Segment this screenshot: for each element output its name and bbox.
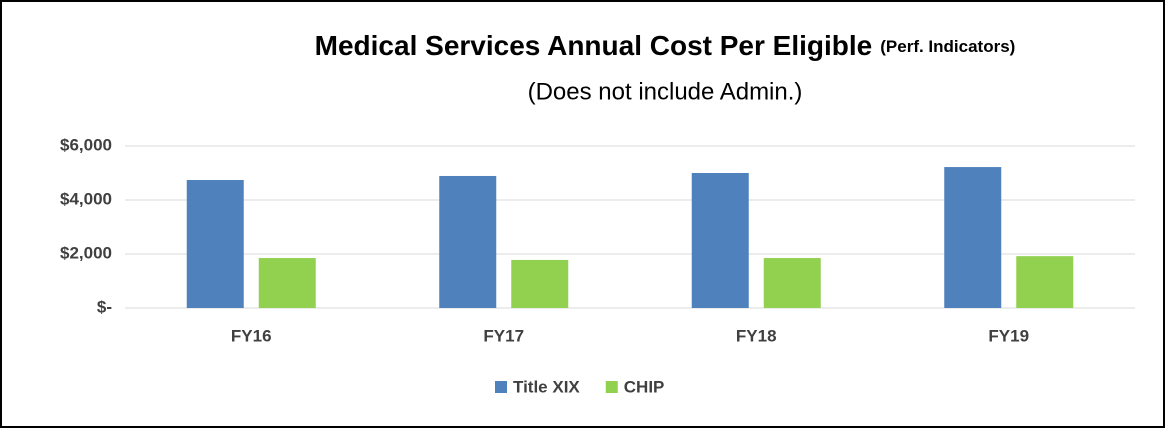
x-tick-label: FY18 [736, 326, 777, 345]
x-tick-label: FY17 [483, 326, 524, 345]
bar [763, 258, 821, 308]
legend-swatch [495, 381, 507, 393]
legend-label: CHIP [624, 377, 665, 396]
bar [439, 175, 497, 308]
y-tick-label: $6,000 [60, 135, 112, 154]
bar [186, 180, 244, 308]
y-tick-label: $4,000 [60, 189, 112, 208]
x-tick-label: FY19 [988, 326, 1029, 345]
bar [258, 258, 316, 308]
legend-label: Title XIX [513, 377, 580, 396]
legend-swatch [605, 381, 618, 393]
chart-title-note: (Perf. Indicators) [880, 37, 1015, 56]
bar [511, 259, 569, 308]
chart-title-line: Medical Services Annual Cost Per Eligibl… [315, 30, 1016, 61]
x-tick-label: FY16 [231, 326, 272, 345]
chart-title: Medical Services Annual Cost Per Eligibl… [315, 30, 873, 61]
y-tick-label: $2,000 [60, 243, 112, 262]
chart-subtitle: (Does not include Admin.) [528, 78, 803, 105]
bar [1016, 256, 1074, 308]
y-tick-label: $- [97, 297, 112, 316]
bar [944, 167, 1002, 308]
bar [691, 173, 749, 308]
